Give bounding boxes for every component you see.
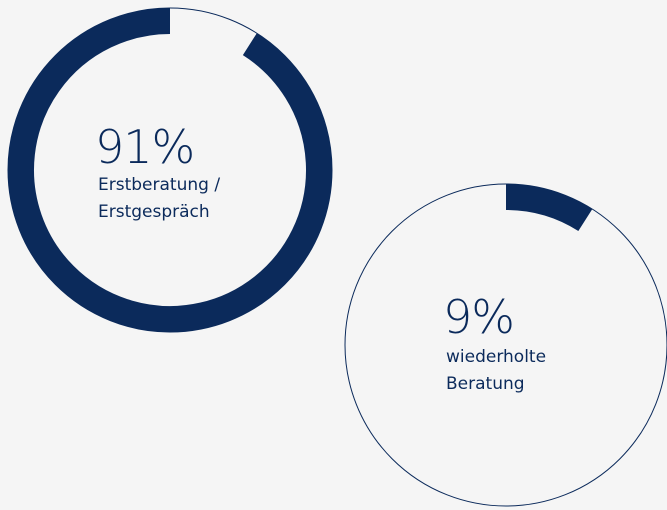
value-label: 91%: [95, 120, 195, 174]
category-label: wiederholte Beratung: [446, 347, 547, 394]
value-label: 9%: [443, 290, 515, 344]
category-label: Erstberatung / Erstgespräch: [98, 175, 221, 222]
progress-arc: [8, 8, 332, 332]
progress-arc: [505, 184, 593, 232]
